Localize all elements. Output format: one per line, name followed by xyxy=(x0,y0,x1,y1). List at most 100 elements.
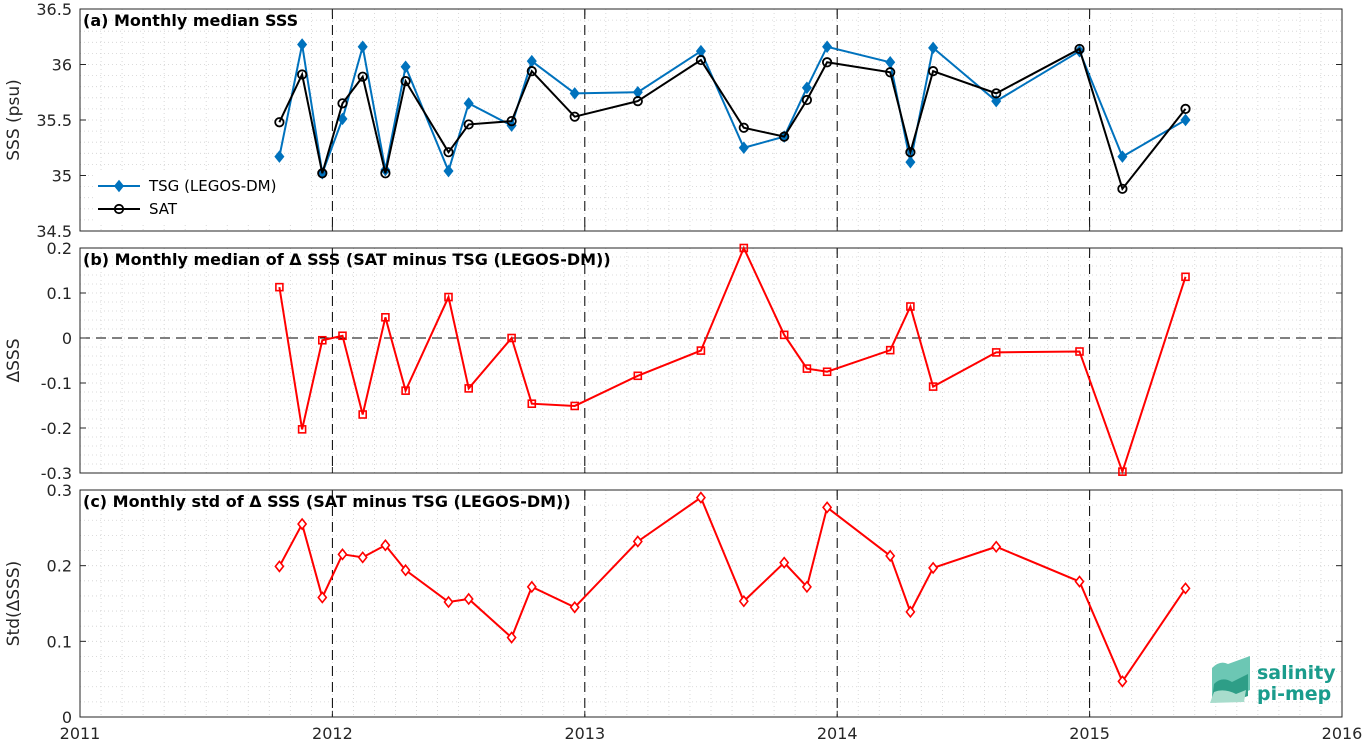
salinity-pimep-logo: salinity pi-mep xyxy=(1210,656,1336,705)
y-tick-label: 36 xyxy=(52,56,72,75)
legend-entry: TSG (LEGOS-DM) xyxy=(148,177,276,195)
tsg-point xyxy=(801,81,812,95)
sat-point xyxy=(443,147,454,158)
panel-title: (a) Monthly median SSS xyxy=(83,11,298,30)
data-point xyxy=(991,540,1002,554)
data-point xyxy=(779,330,789,340)
sat-point xyxy=(337,98,348,109)
y-tick-label: 0.1 xyxy=(47,632,72,651)
logo-wave2-icon xyxy=(1210,690,1246,703)
data-point xyxy=(297,425,307,434)
sat-point xyxy=(357,71,368,82)
sat-point xyxy=(822,57,833,68)
data-point xyxy=(380,538,391,552)
data-point xyxy=(401,386,410,395)
sat-point xyxy=(905,147,916,158)
tsg-point xyxy=(443,164,454,178)
data-point xyxy=(991,348,1001,357)
y-tick-label: 0.2 xyxy=(47,557,72,576)
data-point xyxy=(822,367,832,377)
tsg-point xyxy=(695,44,706,58)
y-tick-label: -0.3 xyxy=(41,464,72,483)
grid xyxy=(79,247,1343,474)
sat-point xyxy=(779,131,790,142)
data-point xyxy=(738,594,749,608)
legend-entry: SAT xyxy=(149,200,178,218)
data-point xyxy=(632,535,643,548)
data-point xyxy=(444,292,453,302)
panel-title: (c) Monthly std of Δ SSS (SAT minus TSG … xyxy=(83,492,571,511)
panel-title: (b) Monthly median of Δ SSS (SAT minus T… xyxy=(83,250,611,269)
panel-c: 0 0.1 0.2 0.3 2011 2012 2013 2014 2015 2016 Std(ΔS… xyxy=(4,481,1362,743)
series-line xyxy=(278,245,1187,475)
data-point xyxy=(297,517,308,531)
sat-point xyxy=(928,66,939,77)
sat-point xyxy=(1180,103,1191,115)
y-tick-label: 36.5 xyxy=(36,0,72,19)
data-point xyxy=(779,556,790,569)
sat-point xyxy=(400,76,411,87)
data-point xyxy=(905,605,916,619)
sat-point xyxy=(274,117,285,128)
data-point xyxy=(463,592,474,606)
x-tick-label: 2011 xyxy=(60,724,101,743)
data-point xyxy=(633,371,643,381)
data-point xyxy=(569,601,580,614)
y-tick-label: 0 xyxy=(62,708,72,727)
logo-line1: salinity xyxy=(1257,662,1336,684)
sat-point xyxy=(885,67,896,78)
x-tick-label: 2014 xyxy=(817,724,858,743)
data-point xyxy=(526,580,537,594)
data-point xyxy=(928,561,939,575)
y-tick-label: 35.5 xyxy=(36,111,72,130)
logo-line2: pi-mep xyxy=(1257,683,1331,705)
tsg-point xyxy=(357,40,368,54)
sat-point xyxy=(738,122,749,133)
data-point xyxy=(358,410,367,419)
data-point xyxy=(696,346,706,355)
tsg-point xyxy=(991,94,1002,108)
tsg-point xyxy=(297,38,308,51)
tsg-legend-marker xyxy=(113,179,125,193)
sat-point xyxy=(297,69,308,80)
sat-point xyxy=(1117,183,1128,194)
data-point xyxy=(928,382,938,391)
data-point xyxy=(802,364,812,373)
x-tick-label: 2016 xyxy=(1322,724,1363,743)
tsg-point xyxy=(337,112,348,126)
tsg-point xyxy=(632,85,643,99)
sat-point xyxy=(991,88,1002,99)
data-point xyxy=(1180,582,1191,595)
sat-point xyxy=(317,168,328,179)
sat-point xyxy=(1074,43,1085,55)
series-line xyxy=(278,47,1187,191)
legend: TSG (LEGOS-DM) SAT xyxy=(94,173,310,225)
data-point xyxy=(1075,347,1084,356)
data-point xyxy=(507,333,516,343)
data-point xyxy=(527,399,537,409)
sat-point xyxy=(526,66,537,77)
y-axis-label: ΔSSS xyxy=(4,338,24,382)
data-point xyxy=(337,548,348,561)
data-point xyxy=(801,580,812,594)
x-tick-label: 2013 xyxy=(564,724,605,743)
x-tick-label: 2015 xyxy=(1069,724,1110,743)
y-tick-label: 0.2 xyxy=(47,239,72,258)
data-point xyxy=(357,551,368,564)
panel-b: -0.3 -0.2 -0.1 0 0.1 0.2 ΔSSS (b) Monthly media… xyxy=(4,239,1343,483)
tsg-point xyxy=(905,155,916,169)
series-sat xyxy=(274,43,1191,194)
y-axis-label: Std(ΔSSS) xyxy=(4,561,24,647)
x-tick-label: 2012 xyxy=(312,724,353,743)
sat-legend-marker xyxy=(113,203,125,215)
data-point xyxy=(338,331,347,341)
data-point xyxy=(274,560,285,573)
y-tick-label: 34.5 xyxy=(36,222,72,241)
data-point xyxy=(1181,272,1190,282)
sat-point xyxy=(380,168,391,179)
data-point xyxy=(1117,675,1128,688)
data-point xyxy=(822,501,833,514)
sat-point xyxy=(463,119,474,130)
tsg-point xyxy=(400,60,411,74)
